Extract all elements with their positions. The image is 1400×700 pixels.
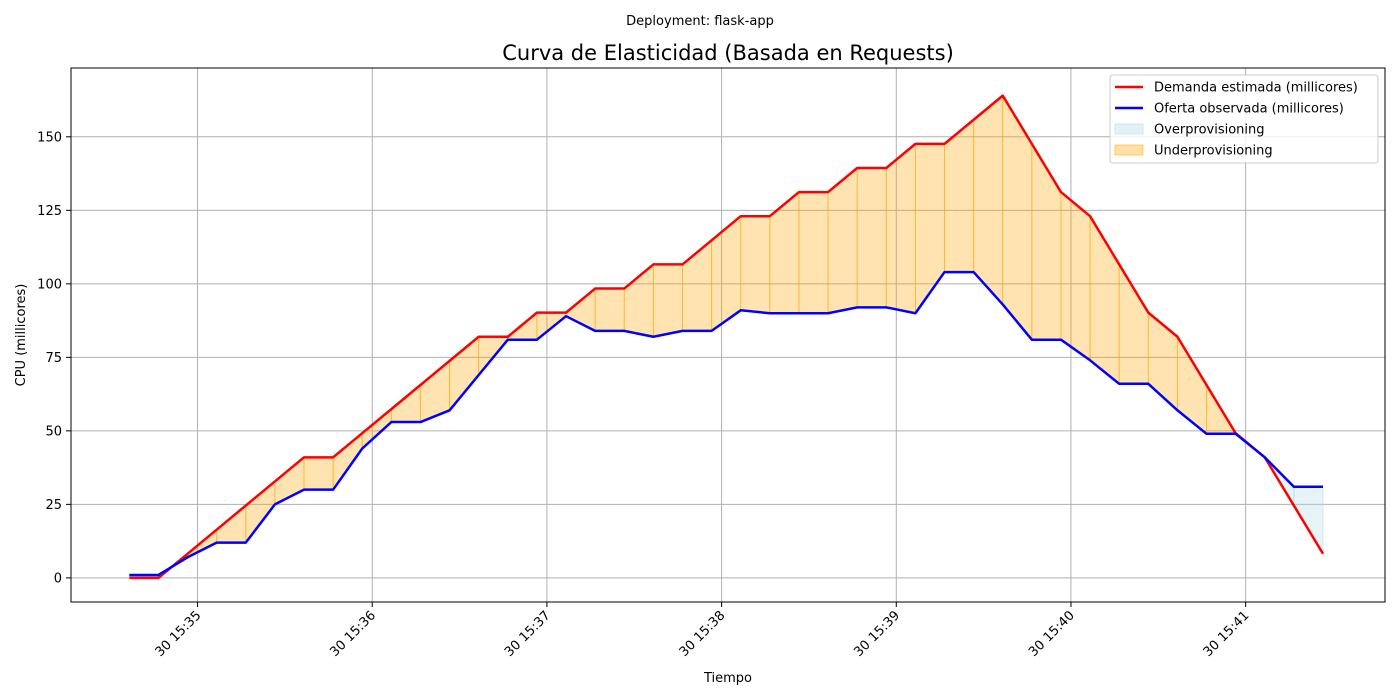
legend-supply-label: Oferta observada (millicores) xyxy=(1154,102,1344,117)
x-tick-label: 30 15:38 xyxy=(677,608,729,660)
underprovisioning-area xyxy=(1118,262,1149,385)
y-tick-label: 25 xyxy=(45,498,62,513)
x-tick-label: 30 15:37 xyxy=(502,608,554,660)
underprovisioning-area xyxy=(944,118,975,273)
x-tick-label: 30 15:39 xyxy=(851,608,903,660)
underprovisioning-area xyxy=(594,288,625,332)
y-axis-label: CPU (millicores) xyxy=(14,284,29,387)
chart-suptitle: Deployment: flask-app xyxy=(626,14,774,29)
x-axis-ticks: 30 15:35 30 15:36 30 15:37 30 15:38 30 15:39… xyxy=(153,602,1253,660)
plot-frame xyxy=(70,67,1386,603)
x-tick-label: 30 15:41 xyxy=(1201,608,1253,660)
chart-title: Curva de Elasticidad (Basada en Requests… xyxy=(502,41,954,65)
underprovisioning-area xyxy=(1002,93,1033,342)
supply-line xyxy=(129,270,1324,577)
legend-underprovisioning-swatch xyxy=(1114,144,1144,156)
legend-overprovisioning-swatch xyxy=(1114,123,1144,135)
y-tick-label: 0 xyxy=(54,571,62,586)
legend: Demanda estimada (millicores) Oferta obse… xyxy=(1109,74,1379,164)
legend-box xyxy=(1109,74,1379,164)
y-axis-ticks: 0 25 50 75 100 125 150 xyxy=(37,130,71,586)
underprovisioning-area xyxy=(798,191,829,314)
y-tick-label: 150 xyxy=(37,130,62,145)
underprovisioning-area xyxy=(216,504,247,544)
y-tick-label: 50 xyxy=(45,424,62,439)
fill-areas xyxy=(128,93,1324,579)
legend-demand-label: Demanda estimada (millicores) xyxy=(1154,81,1358,96)
underprovisioning-area xyxy=(1060,191,1091,362)
x-tick-label: 30 15:40 xyxy=(1026,608,1078,660)
underprovisioning-area xyxy=(652,263,683,338)
underprovisioning-area xyxy=(856,167,887,308)
underprovisioning-area xyxy=(740,215,771,314)
underprovisioning-area xyxy=(973,94,1004,306)
underprovisioning-area xyxy=(1176,334,1208,435)
demand-line xyxy=(129,94,1325,580)
y-tick-label: 75 xyxy=(45,351,62,366)
x-axis-label: Tiempo xyxy=(703,671,752,686)
overprovisioning-area xyxy=(1293,486,1324,556)
underprovisioning-area xyxy=(914,143,946,315)
underprovisioning-area xyxy=(1031,142,1062,341)
series-lines xyxy=(129,94,1325,580)
y-tick-label: 100 xyxy=(37,277,62,292)
underprovisioning-area xyxy=(332,432,363,492)
underprovisioning-area xyxy=(885,142,916,314)
x-tick-label: 30 15:35 xyxy=(153,608,205,660)
x-tick-label: 30 15:36 xyxy=(327,608,379,660)
underprovisioning-area xyxy=(390,383,421,423)
legend-underprovisioning-label: Underprovisioning xyxy=(1154,144,1273,159)
underprovisioning-area xyxy=(303,456,334,491)
y-tick-label: 125 xyxy=(37,204,62,219)
legend-overprovisioning-label: Overprovisioning xyxy=(1154,123,1265,138)
